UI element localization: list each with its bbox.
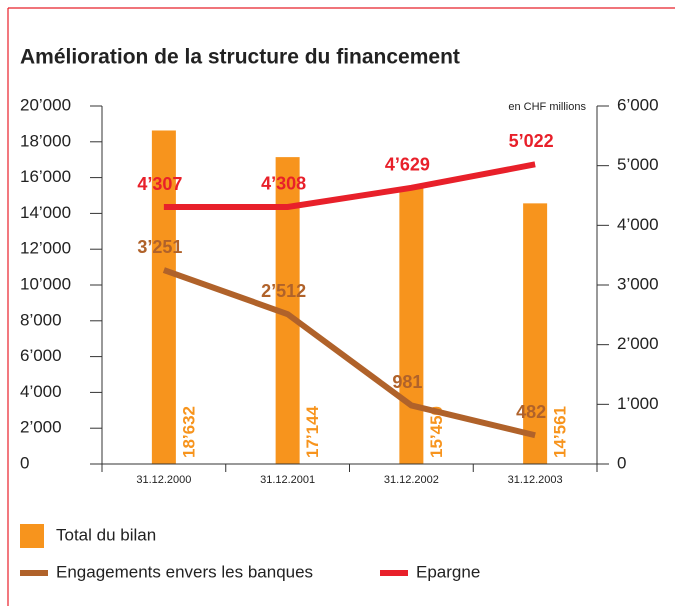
bar — [151, 130, 176, 465]
line-value-label: 4’629 — [385, 155, 430, 175]
y2-tick-label: 0 — [617, 453, 626, 472]
x-tick-label: 31.12.2002 — [384, 474, 439, 486]
bar — [399, 187, 424, 464]
y2-tick-label: 3’000 — [617, 274, 659, 293]
bar-value-label: 14’561 — [551, 406, 570, 458]
y-tick-label: 14’000 — [20, 203, 71, 222]
line-value-label: 482 — [516, 402, 546, 422]
legend-label: Total du bilan — [56, 525, 156, 544]
bar — [523, 203, 548, 464]
y2-tick-label: 5’000 — [617, 155, 659, 174]
y-tick-label: 18’000 — [20, 131, 71, 150]
chart-title: Amélioration de la structure du financem… — [20, 46, 460, 69]
legend-swatch — [20, 524, 44, 548]
legend-label: Epargne — [416, 562, 480, 581]
line — [163, 161, 536, 211]
annotation: en CHF millions — [508, 101, 586, 113]
y2-tick-label: 1’000 — [617, 394, 659, 413]
line-value-label: 981 — [392, 372, 422, 392]
bar-value-label: 18’632 — [179, 406, 198, 458]
y-tick-label: 16’000 — [20, 167, 71, 186]
y-tick-label: 2’000 — [20, 418, 62, 437]
line-value-label: 4’308 — [261, 174, 306, 194]
y-tick-label: 12’000 — [20, 239, 71, 258]
y-tick-label: 10’000 — [20, 274, 71, 293]
y-tick-label: 20’000 — [20, 95, 71, 114]
line — [162, 267, 536, 439]
y-tick-label: 4’000 — [20, 382, 62, 401]
y2-tick-label: 2’000 — [617, 334, 659, 353]
y2-tick-label: 4’000 — [617, 215, 659, 234]
x-tick-label: 31.12.2001 — [260, 474, 315, 486]
y-tick-label: 0 — [20, 453, 29, 472]
x-tick-label: 31.12.2000 — [136, 474, 191, 486]
line-value-label: 2’512 — [261, 281, 306, 301]
x-tick-label: 31.12.2003 — [508, 474, 563, 486]
line-value-label: 4’307 — [137, 174, 182, 194]
y-tick-label: 6’000 — [20, 346, 62, 365]
line-value-label: 3’251 — [137, 237, 182, 257]
y-tick-label: 8’000 — [20, 310, 62, 329]
line-value-label: 5’022 — [509, 131, 554, 151]
y2-tick-label: 6’000 — [617, 95, 659, 114]
bar-value-label: 15’450 — [427, 406, 446, 458]
bar-value-label: 17’144 — [303, 405, 322, 458]
legend-label: Engagements envers les banques — [56, 562, 313, 581]
